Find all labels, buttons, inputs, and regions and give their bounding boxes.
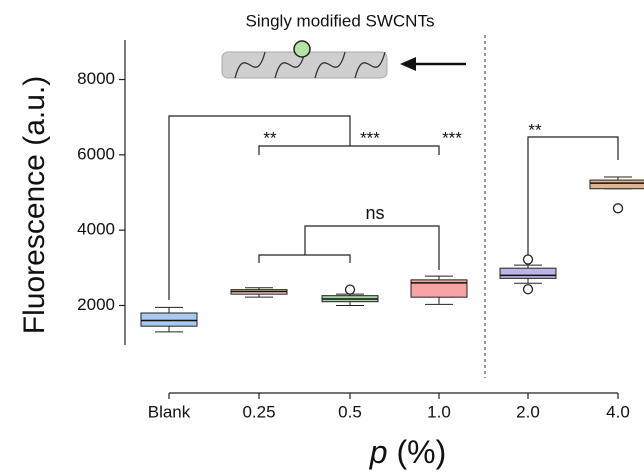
nanotube-illustration: [221, 40, 388, 79]
significance-label: ***: [442, 128, 462, 147]
arrow: [400, 57, 466, 71]
significance-label: ***: [360, 128, 380, 147]
y-tick-label: 2000: [77, 295, 115, 314]
outlier: [522, 254, 534, 265]
x-tick-label: Blank: [148, 402, 191, 421]
x-label-unit: (%): [396, 434, 446, 470]
y-tick-label: 4000: [77, 220, 115, 239]
chart-title: Singly modified SWCNTs: [246, 11, 435, 30]
y-tick-label: 8000: [77, 69, 115, 88]
significance-brackets: [168, 115, 619, 300]
x-tick-label: 0.25: [242, 402, 275, 421]
x-tick-label: 0.5: [338, 402, 362, 421]
x-tick-label: 2.0: [516, 402, 540, 421]
outlier: [344, 284, 356, 295]
box: [499, 267, 557, 279]
box: [140, 312, 198, 327]
significance-label: ns: [365, 203, 384, 223]
outlier: [522, 284, 534, 295]
y-tick-label: 6000: [77, 144, 115, 163]
y-axis-label: Fluorescence (a.u.): [18, 76, 51, 334]
x-label-var: p: [369, 434, 388, 470]
outlier: [612, 203, 624, 214]
x-tick-label: 4.0: [606, 402, 630, 421]
box: [410, 279, 468, 298]
box: [589, 179, 644, 190]
significance-label: **: [263, 128, 277, 147]
x-axis-label: p (%): [369, 434, 446, 470]
significance-label: **: [528, 120, 542, 139]
x-tick-label: 1.0: [427, 402, 451, 421]
